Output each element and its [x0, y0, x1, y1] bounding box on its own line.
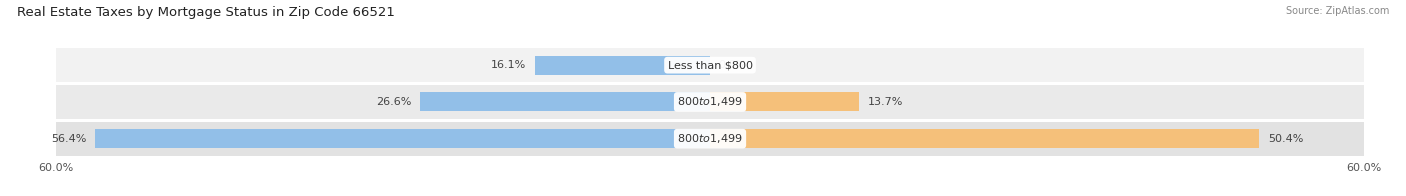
Bar [56, 48, 1364, 82]
Text: Source: ZipAtlas.com: Source: ZipAtlas.com [1285, 6, 1389, 16]
Text: 50.4%: 50.4% [1268, 134, 1303, 144]
Text: Real Estate Taxes by Mortgage Status in Zip Code 66521: Real Estate Taxes by Mortgage Status in … [17, 6, 395, 19]
Bar [56, 122, 1364, 156]
Text: 26.6%: 26.6% [375, 97, 412, 107]
Bar [534, 56, 710, 75]
Bar [420, 92, 710, 112]
Bar [56, 85, 1364, 119]
Bar [710, 92, 859, 112]
Text: Less than $800: Less than $800 [668, 60, 752, 70]
Text: $800 to $1,499: $800 to $1,499 [678, 95, 742, 108]
Text: 56.4%: 56.4% [52, 134, 87, 144]
Text: 0.0%: 0.0% [718, 60, 747, 70]
Bar [710, 129, 1260, 148]
Text: 16.1%: 16.1% [491, 60, 526, 70]
Bar [96, 129, 710, 148]
Text: 13.7%: 13.7% [868, 97, 904, 107]
Text: $800 to $1,499: $800 to $1,499 [678, 132, 742, 145]
